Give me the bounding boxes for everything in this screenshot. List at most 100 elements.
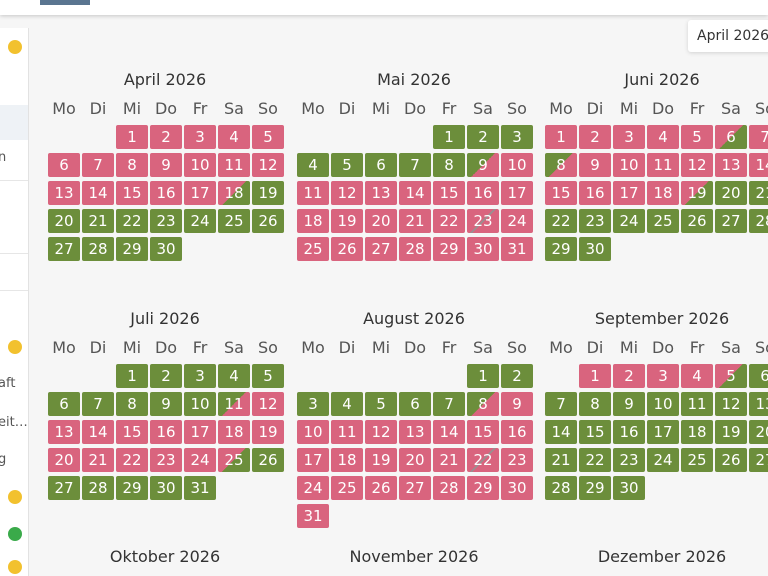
- day-cell: 10: [647, 392, 679, 416]
- day-cell: 23: [501, 448, 533, 472]
- day-cell: 29: [467, 476, 499, 500]
- weekday: Di: [586, 99, 604, 118]
- day-cell: 1: [433, 125, 465, 149]
- day-cell: 6: [48, 153, 80, 177]
- sidebar-item[interactable]: aft: [0, 376, 16, 391]
- day-cell: 20: [749, 420, 768, 444]
- day-cell: 16: [579, 181, 611, 205]
- day-cell: 20: [48, 209, 80, 233]
- day-cell: 27: [48, 476, 80, 500]
- day-cell: 6: [365, 153, 397, 177]
- weekday: So: [755, 99, 768, 118]
- day-cell: 20: [715, 181, 747, 205]
- day-cell: 23: [150, 209, 182, 233]
- weekday: Mi: [371, 99, 391, 118]
- weekday: Mi: [122, 338, 142, 357]
- day-cell: 1: [467, 364, 499, 388]
- day-cell: 26: [252, 448, 284, 472]
- day-cell: 31: [184, 476, 216, 500]
- day-cell: 26: [331, 237, 363, 261]
- weekday: Di: [338, 338, 356, 357]
- day-cell: 24: [501, 209, 533, 233]
- day-cell: 1: [116, 364, 148, 388]
- status-icon: [8, 490, 22, 504]
- month-title: Juli 2026: [130, 309, 200, 328]
- day-cell: 8: [116, 153, 148, 177]
- day-cell: 26: [252, 209, 284, 233]
- day-cell: 2: [467, 125, 499, 149]
- day-cell: 29: [116, 476, 148, 500]
- day-cell: 4: [331, 392, 363, 416]
- day-cell: 30: [150, 237, 182, 261]
- day-cell: 27: [399, 476, 431, 500]
- day-cell: 22: [467, 448, 499, 472]
- day-cell: 14: [399, 181, 431, 205]
- day-cell: 5: [681, 125, 713, 149]
- day-cell: 17: [647, 420, 679, 444]
- day-cell: 13: [48, 420, 80, 444]
- weekday: So: [507, 338, 527, 357]
- day-cell: 19: [252, 181, 284, 205]
- day-cell: 19: [681, 181, 713, 205]
- day-cell: 5: [331, 153, 363, 177]
- day-cell: 12: [252, 153, 284, 177]
- month-title: Dezember 2026: [597, 547, 727, 566]
- day-cell: 9: [501, 392, 533, 416]
- day-cell: 9: [613, 392, 645, 416]
- day-cell: 6: [399, 392, 431, 416]
- day-cell: 11: [218, 153, 250, 177]
- weekday: Do: [651, 99, 675, 118]
- day-cell: 20: [48, 448, 80, 472]
- day-cell: 26: [681, 209, 713, 233]
- day-cell: 14: [82, 181, 114, 205]
- sidebar-item[interactable]: eit…: [0, 415, 28, 430]
- weekday: So: [258, 99, 278, 118]
- thumbnail: [40, 0, 90, 5]
- status-icon: [8, 560, 22, 574]
- weekday: Do: [403, 338, 427, 357]
- day-cell: 19: [331, 209, 363, 233]
- day-cell: 16: [150, 181, 182, 205]
- month-title: August 2026: [363, 309, 465, 328]
- day-cell: 5: [252, 125, 284, 149]
- day-cell: 3: [184, 125, 216, 149]
- day-cell: 5: [715, 364, 747, 388]
- day-cell: 29: [579, 476, 611, 500]
- day-cell: 29: [433, 237, 465, 261]
- day-cell: 6: [48, 392, 80, 416]
- day-cell: 30: [467, 237, 499, 261]
- day-cell: 13: [749, 392, 768, 416]
- day-cell: 2: [501, 364, 533, 388]
- day-cell: 26: [715, 448, 747, 472]
- weekday: Sa: [224, 338, 244, 357]
- weekday: Fr: [192, 99, 208, 118]
- day-cell: 28: [545, 476, 577, 500]
- day-cell: 26: [365, 476, 397, 500]
- weekday: Fr: [441, 338, 457, 357]
- day-cell: 22: [116, 209, 148, 233]
- weekday: Di: [89, 99, 107, 118]
- day-cell: 22: [433, 209, 465, 233]
- weekday: Do: [154, 99, 178, 118]
- day-cell: 3: [501, 125, 533, 149]
- day-cell: 27: [749, 448, 768, 472]
- day-cell: 11: [218, 392, 250, 416]
- day-cell: 18: [681, 420, 713, 444]
- day-cell: 8: [433, 153, 465, 177]
- month-title: November 2026: [349, 547, 479, 566]
- weekday: Mi: [619, 338, 639, 357]
- day-cell: 12: [252, 392, 284, 416]
- sidebar-item[interactable]: g: [0, 452, 6, 467]
- weekday: Di: [338, 99, 356, 118]
- day-cell: 28: [749, 209, 768, 233]
- day-cell: 23: [613, 448, 645, 472]
- day-cell: 11: [331, 420, 363, 444]
- day-cell: 2: [579, 125, 611, 149]
- weekday: Sa: [721, 338, 741, 357]
- day-cell: 17: [184, 420, 216, 444]
- day-cell: 2: [150, 125, 182, 149]
- day-cell: 15: [433, 181, 465, 205]
- day-cell: 6: [715, 125, 747, 149]
- day-cell: 10: [184, 392, 216, 416]
- sidebar-item[interactable]: n: [0, 150, 6, 165]
